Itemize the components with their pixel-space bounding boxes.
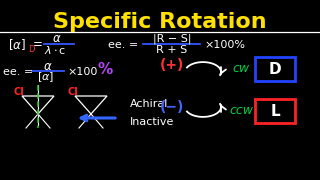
Text: |R − S|: |R − S| [153,34,191,44]
Text: cw: cw [232,62,249,75]
Text: =: = [33,39,43,51]
Text: Specific Rotation: Specific Rotation [53,12,267,32]
Text: ee. =: ee. = [3,67,33,77]
Text: [$\alpha$]: [$\alpha$] [37,70,54,84]
Text: Cl: Cl [68,87,79,97]
Text: %: % [98,62,113,78]
Text: $\lambda\cdot$c: $\lambda\cdot$c [44,44,66,56]
Text: (−): (−) [160,100,184,114]
Text: D: D [28,46,35,55]
Text: (+): (+) [160,58,184,72]
Text: Cl: Cl [14,87,25,97]
Text: $\alpha$: $\alpha$ [52,33,61,46]
Text: ×100%: ×100% [204,40,245,50]
Text: R + S: R + S [156,45,188,55]
Text: Inactive: Inactive [130,117,174,127]
Text: $\alpha$: $\alpha$ [43,60,53,73]
Text: [$\alpha$]: [$\alpha$] [8,38,26,52]
Text: ccw: ccw [229,103,253,116]
Text: ×100: ×100 [67,67,97,77]
Text: L: L [270,103,280,118]
Text: Achiral: Achiral [130,99,168,109]
Text: D: D [269,62,281,76]
Text: ee. =: ee. = [108,40,138,50]
